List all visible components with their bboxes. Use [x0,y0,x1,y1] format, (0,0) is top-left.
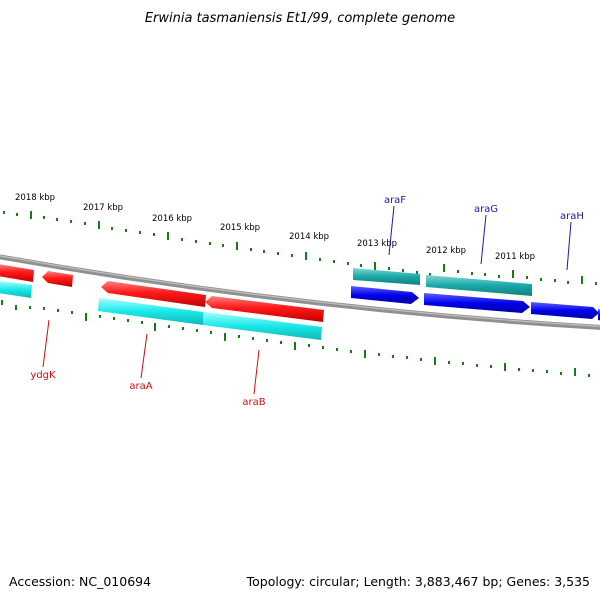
gene-partial [0,264,34,282]
gene-araG[interactable] [424,293,530,313]
map-title: Erwinia tasmaniensis Et1/99, complete ge… [145,11,455,26]
position-label: 2012 kbp [426,246,466,256]
gene-araH[interactable] [531,302,599,319]
forward-gene-labels: araF araG araH [384,195,584,222]
reverse-label-leaders [42,319,260,395]
position-label: 2018 kbp [15,193,55,203]
cds-feature [0,281,32,298]
cds-feature [426,275,532,296]
gene-label-araH[interactable]: araH [560,211,584,222]
gene-ydgK[interactable] [42,271,73,287]
position-label: 2017 kbp [83,203,123,213]
reverse-gene-labels: ydgK araA araB [30,370,265,408]
genome-backbone [0,254,600,330]
accession-text: Accession: NC_010694 [9,574,151,589]
gene-araA[interactable] [101,281,206,307]
cds-feature [203,312,322,340]
genome-backbone-highlight [0,255,600,327]
gene-araF[interactable] [351,286,419,304]
cds-feature [98,298,203,325]
gene-araB[interactable] [205,296,324,322]
outer-tick-track [3,211,597,285]
gene-label-araA[interactable]: araA [129,381,152,392]
inner-tick-track [1,300,590,377]
gene-label-araG[interactable]: araG [474,204,498,215]
gene-label-ydgK[interactable]: ydgK [30,370,56,381]
position-label: 2014 kbp [289,232,329,242]
position-label: 2016 kbp [152,214,192,224]
position-label: 2013 kbp [357,239,397,249]
forward-label-leaders [388,205,572,271]
genome-summary-text: Topology: circular; Length: 3,883,467 bp… [246,574,590,589]
gene-label-araB[interactable]: araB [242,397,265,408]
reverse-cds-track [0,281,322,340]
forward-cds-track [353,268,532,296]
position-labels: 2018 kbp 2017 kbp 2016 kbp 2015 kbp 2014… [15,193,535,262]
position-label: 2015 kbp [220,223,260,233]
reverse-gene-track [0,264,324,322]
forward-gene-track [351,286,600,321]
cds-feature [353,268,420,285]
position-label: 2011 kbp [495,252,535,262]
gene-label-araF[interactable]: araF [384,195,406,206]
